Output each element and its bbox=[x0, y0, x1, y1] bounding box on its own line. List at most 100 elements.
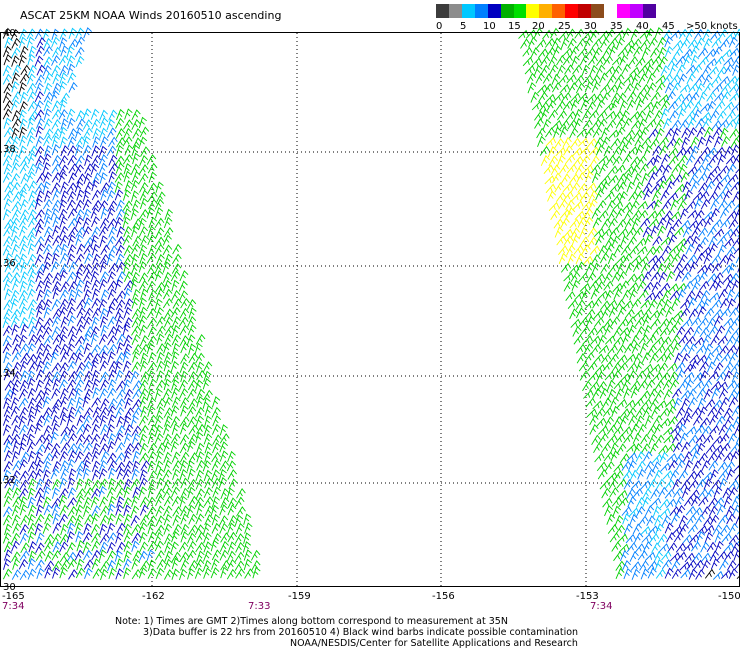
wind-barb bbox=[577, 93, 589, 103]
wind-barb bbox=[724, 325, 735, 337]
wind-barb bbox=[19, 532, 29, 544]
wind-barb bbox=[100, 568, 109, 581]
wind-barb bbox=[35, 389, 45, 401]
wind-barb bbox=[610, 99, 620, 111]
wind-barb bbox=[601, 442, 611, 454]
wind-barb bbox=[698, 406, 708, 418]
wind-barb bbox=[59, 460, 69, 472]
wind-barb bbox=[154, 207, 164, 219]
wind-barb bbox=[601, 487, 611, 499]
wind-barb bbox=[51, 182, 61, 194]
wind-barb bbox=[27, 424, 36, 436]
wind-barb bbox=[196, 451, 205, 463]
wind-barb bbox=[138, 217, 147, 230]
wind-barb bbox=[619, 550, 629, 562]
wind-barb bbox=[19, 569, 30, 581]
wind-barb bbox=[60, 281, 70, 292]
wind-barb bbox=[604, 289, 614, 301]
wind-barb bbox=[131, 568, 142, 580]
wind-barb bbox=[624, 39, 635, 49]
wind-barb bbox=[577, 47, 588, 58]
scale-label-0: 0 bbox=[436, 21, 443, 32]
wind-barb bbox=[84, 163, 94, 174]
wind-barb bbox=[647, 567, 657, 579]
wind-barb bbox=[575, 253, 585, 265]
wind-barb bbox=[115, 558, 124, 570]
wind-barb bbox=[35, 351, 45, 363]
wind-barb bbox=[83, 407, 94, 418]
wind-barb bbox=[74, 288, 83, 301]
wind-barb bbox=[130, 163, 140, 175]
wind-barb bbox=[663, 426, 674, 436]
wind-barb bbox=[573, 155, 584, 166]
wind-barb bbox=[567, 299, 579, 309]
wind-barb bbox=[721, 135, 731, 147]
wind-barb bbox=[571, 191, 583, 202]
wind-barb bbox=[27, 263, 37, 274]
wind-barb bbox=[690, 136, 700, 148]
wind-barb bbox=[569, 173, 580, 184]
wind-barb bbox=[594, 273, 606, 283]
wind-barb bbox=[635, 57, 646, 68]
wind-barb bbox=[626, 316, 637, 327]
wind-barb bbox=[650, 363, 662, 373]
wind-barb bbox=[99, 460, 108, 472]
wind-barb bbox=[626, 91, 637, 102]
wind-barb bbox=[75, 567, 86, 579]
wind-barb bbox=[132, 550, 142, 561]
wind-barb bbox=[616, 489, 628, 499]
wind-barb bbox=[702, 334, 712, 346]
wind-barb bbox=[162, 261, 172, 273]
wind-barb bbox=[60, 442, 71, 453]
wind-barb bbox=[567, 253, 577, 265]
wind-barb bbox=[721, 264, 733, 274]
wind-barb bbox=[99, 388, 109, 400]
wind-barb bbox=[68, 163, 79, 174]
wind-barb bbox=[36, 360, 45, 372]
wind-barb bbox=[672, 174, 683, 185]
wind-barb bbox=[92, 406, 102, 418]
wind-barb bbox=[58, 171, 68, 183]
wind-barb bbox=[203, 522, 212, 535]
wind-barb bbox=[697, 397, 707, 409]
wind-barb bbox=[107, 288, 117, 300]
wind-barb bbox=[570, 99, 580, 111]
wind-barb bbox=[708, 505, 719, 517]
wind-barb bbox=[204, 451, 213, 463]
wind-barb bbox=[635, 370, 646, 381]
wind-barb bbox=[730, 450, 740, 462]
wind-barb bbox=[218, 477, 228, 489]
wind-barb bbox=[82, 423, 92, 435]
wind-barb bbox=[708, 66, 720, 76]
wind-barb bbox=[3, 405, 13, 417]
wind-barb bbox=[612, 201, 624, 211]
wind-barb bbox=[608, 263, 619, 274]
wind-barb bbox=[660, 282, 671, 293]
wind-barb bbox=[570, 318, 581, 328]
wind-barb bbox=[234, 533, 245, 544]
wind-barb bbox=[621, 63, 631, 75]
wind-barb bbox=[98, 162, 108, 174]
wind-barb bbox=[74, 370, 85, 382]
wind-barb bbox=[27, 377, 36, 390]
wind-barb bbox=[43, 334, 54, 346]
wind-barb bbox=[649, 398, 659, 410]
wind-barb bbox=[138, 136, 148, 148]
wind-barb bbox=[124, 460, 134, 472]
wind-barb bbox=[669, 506, 680, 516]
wind-barb bbox=[67, 497, 77, 508]
wind-barb bbox=[51, 316, 61, 327]
wind-barb bbox=[590, 155, 600, 166]
wind-barb bbox=[196, 388, 206, 400]
wind-barb bbox=[712, 218, 723, 229]
wind-barb bbox=[43, 317, 54, 328]
wind-barb bbox=[106, 181, 116, 193]
wind-barb bbox=[114, 172, 125, 183]
wind-barb bbox=[146, 307, 157, 319]
wind-barb bbox=[34, 404, 43, 417]
wind-barb bbox=[595, 189, 605, 201]
wind-barb bbox=[667, 100, 679, 111]
wind-barb bbox=[3, 82, 13, 94]
wind-barb bbox=[596, 417, 607, 427]
wind-barb bbox=[522, 56, 534, 67]
